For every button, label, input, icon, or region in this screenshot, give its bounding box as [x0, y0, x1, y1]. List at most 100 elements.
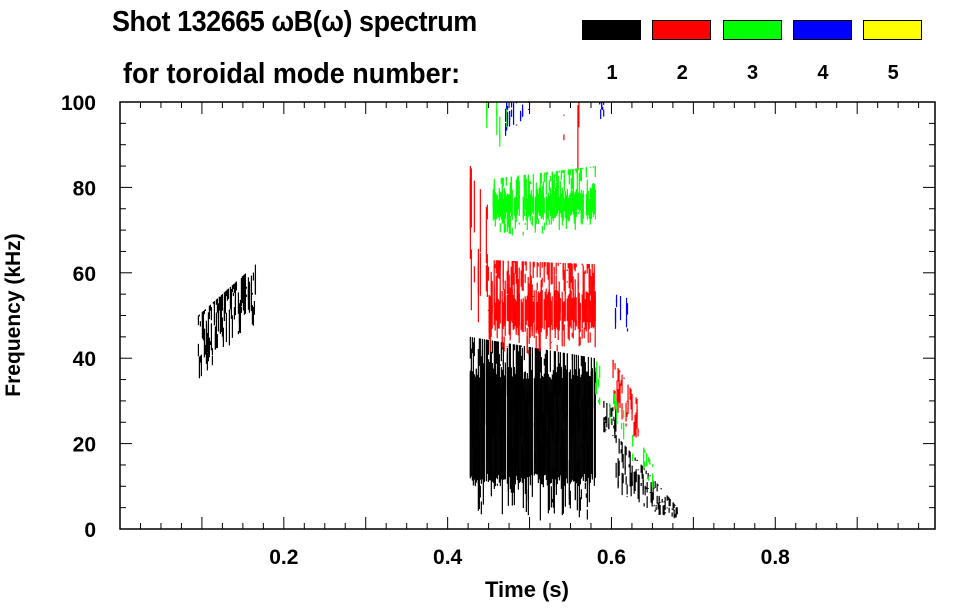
- spectrum-mark-mode-3: [500, 195, 502, 214]
- spectrum-mark-mode-3: [551, 172, 553, 198]
- spectrum-mark-mode-4: [601, 104, 603, 110]
- spectrum-mark-mode-1: [231, 285, 234, 293]
- spectrum-mark-mode-3: [562, 190, 564, 199]
- spectrum-mark-mode-2: [543, 299, 545, 330]
- spectrum-mark-mode-3: [591, 184, 593, 212]
- spectrum-mark-mode-1: [475, 368, 477, 440]
- spectrum-mark-mode-1: [522, 378, 524, 475]
- spectrum-mark-mode-1: [547, 374, 549, 480]
- spectrum-mark-mode-2: [575, 297, 577, 327]
- spectrum-mark-mode-2: [626, 400, 628, 402]
- spectrum-mark-mode-1: [207, 324, 210, 362]
- spectrum-mark-mode-2: [537, 263, 539, 267]
- spectrum-mark-mode-1: [640, 464, 642, 473]
- spectrum-mark-mode-1: [524, 408, 526, 452]
- spectrum-mark-mode-3: [546, 198, 548, 219]
- spectrum-mark-mode-1: [638, 474, 640, 480]
- spectrum-mark-mode-3: [506, 216, 508, 232]
- spectrum-mark-mode-1: [584, 482, 586, 489]
- spectrum-mark-mode-1: [645, 470, 647, 475]
- spectrum-mark-mode-3: [553, 175, 555, 190]
- spectrum-mark-mode-2: [587, 319, 589, 343]
- spectrum-mark-mode-2: [486, 204, 488, 220]
- spectrum-mark-mode-1: [543, 373, 545, 476]
- spectrum-mark-mode-1: [508, 368, 510, 478]
- spectrum-mark-mode-2: [572, 287, 574, 339]
- spectrum-mark-mode-2: [556, 344, 558, 352]
- spectrum-mark-mode-2: [547, 300, 549, 306]
- spectrum-mark-mode-1: [559, 352, 561, 393]
- spectrum-mark-mode-1: [652, 492, 654, 499]
- spectrum-mark-mode-2: [486, 254, 488, 297]
- spectrum-mark-mode-2: [613, 396, 615, 403]
- spectrum-mark-mode-3: [595, 367, 597, 372]
- spectrum-mark-mode-2: [555, 291, 557, 328]
- spectrum-mark-mode-1: [498, 354, 500, 421]
- spectrum-mark-mode-4: [519, 113, 522, 120]
- spectrum-mark-mode-1: [199, 355, 202, 363]
- spectrum-mark-mode-1: [488, 361, 490, 412]
- spectrum-mark-mode-1: [579, 497, 581, 511]
- spectrum-mark-mode-1: [477, 348, 479, 430]
- spectrum-mark-mode-1: [606, 402, 608, 417]
- spectrum-mark-mode-1: [230, 290, 233, 312]
- spectrum-mark-mode-2: [574, 294, 576, 331]
- spectrum-mark-mode-1: [634, 471, 636, 492]
- spectrum-mark-mode-3: [550, 210, 552, 225]
- spectrum-mark-mode-3: [585, 167, 587, 178]
- spectrum-mark-mode-3: [500, 177, 502, 184]
- spectrum-mark-mode-1: [568, 487, 570, 505]
- spectrum-mark-mode-1: [479, 485, 481, 498]
- spectrum-mark-mode-1: [615, 462, 617, 478]
- spectrum-mark-mode-2: [554, 309, 556, 339]
- spectrum-mark-mode-1: [550, 486, 552, 508]
- spectrum-mark-mode-2: [526, 327, 528, 353]
- spectrum-mark-mode-1: [591, 398, 593, 480]
- spectrum-mark-mode-1: [524, 450, 526, 495]
- spectrum-mark-mode-2: [590, 276, 592, 303]
- spectrum-mark-mode-1: [637, 474, 639, 499]
- spectrum-mark-mode-3: [577, 212, 579, 215]
- spectrum-mark-mode-1: [630, 477, 632, 497]
- spectrum-mark-mode-2: [574, 263, 576, 272]
- spectrum-mark-mode-3: [539, 172, 541, 199]
- spectrum-mark-mode-1: [486, 353, 488, 461]
- spectrum-mark-mode-1: [608, 417, 610, 430]
- spectrum-mark-mode-4: [505, 127, 508, 131]
- spectrum-mark-mode-1: [244, 277, 247, 314]
- spectrum-mark-mode-3: [578, 173, 580, 183]
- spectrum-mark-mode-1: [572, 382, 574, 437]
- spectrum-mark-mode-1: [553, 471, 555, 514]
- spectrum-mark-mode-1: [673, 509, 675, 519]
- spectrum-mark-mode-2: [566, 298, 568, 321]
- spectrum-mark-mode-1: [221, 317, 224, 337]
- spectrum-mark-mode-1: [509, 343, 511, 381]
- spectrum-mark-mode-2: [546, 294, 548, 329]
- spectrum-mark-mode-2: [569, 263, 571, 297]
- spectrum-mark-mode-2: [581, 329, 583, 339]
- spectrum-mark-mode-1: [469, 336, 471, 359]
- spectrum-mark-mode-1: [582, 397, 584, 441]
- spectrum-mark-mode-1: [219, 328, 222, 334]
- spectrum-mark-mode-1: [652, 480, 654, 501]
- spectrum-mark-mode-2: [545, 305, 547, 339]
- spectrum-mark-mode-3: [643, 454, 645, 470]
- spectrum-mark-mode-2: [499, 291, 501, 324]
- spectrum-mark-mode-2: [509, 287, 511, 341]
- spectrum-mark-mode-1: [568, 459, 570, 499]
- spectrum-mark-mode-3: [511, 189, 513, 214]
- spectrogram-marks: [197, 102, 678, 521]
- spectrum-mark-mode-2: [514, 299, 516, 326]
- spectrum-mark-mode-2: [566, 269, 568, 271]
- spectrum-mark-mode-2: [493, 260, 495, 308]
- spectrum-mark-mode-3: [594, 166, 596, 178]
- spectrum-mark-mode-1: [245, 294, 248, 297]
- spectrum-mark-mode-1: [610, 407, 612, 411]
- spectrum-mark-mode-1: [533, 472, 535, 474]
- chart-title: Shot 132665 ωB(ω) spectrum: [112, 6, 477, 38]
- spectrum-mark-mode-1: [560, 366, 562, 478]
- spectrum-mark-mode-3: [513, 205, 515, 207]
- spectrum-mark-mode-4: [619, 295, 622, 307]
- spectrum-mark-mode-1: [516, 344, 518, 417]
- spectrum-mark-mode-3: [564, 201, 566, 219]
